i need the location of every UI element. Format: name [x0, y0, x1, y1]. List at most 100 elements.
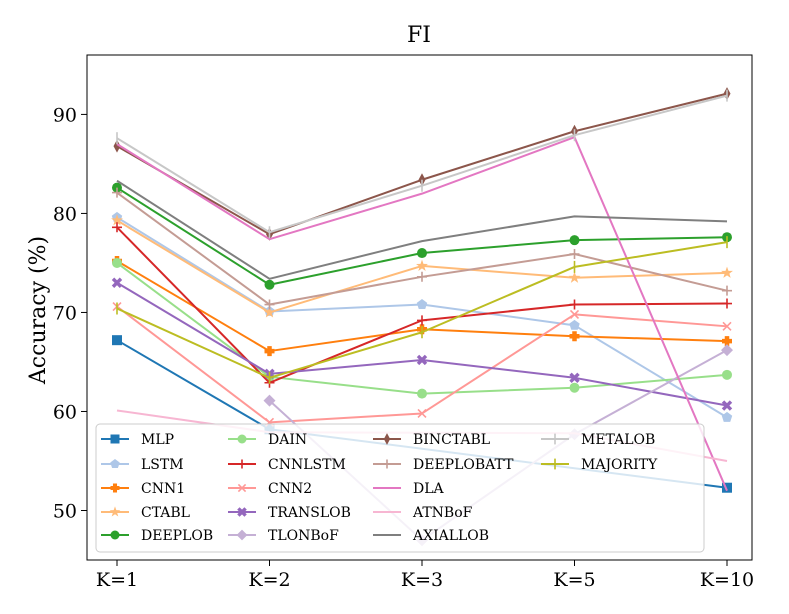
y-tick-label: 70	[53, 302, 77, 324]
legend-item-translob: TRANSLOB	[228, 505, 351, 521]
data-point-deeplob	[417, 248, 427, 259]
legend-label: TLONBoF	[268, 528, 339, 544]
legend-swatch-marker	[110, 459, 120, 469]
data-point-translob	[569, 372, 580, 384]
legend-swatch-marker	[109, 506, 121, 517]
series-deeplob	[112, 182, 732, 290]
data-point-mlp	[722, 482, 732, 493]
data-point-cnnlstm	[569, 299, 580, 310]
legend-swatch-marker	[237, 483, 247, 493]
legend-item-cnn1: CNN1	[101, 481, 185, 497]
legend-swatch-marker	[237, 507, 247, 517]
data-point-dain	[417, 388, 427, 399]
legend-item-ctabl: CTABL	[101, 505, 190, 521]
y-tick-label: 60	[53, 401, 77, 423]
series-ctabl	[111, 214, 733, 318]
legend-label: MAJORITY	[581, 457, 658, 473]
legend-item-binctabl: BINCTABL	[373, 432, 490, 448]
data-point-cnnlstm	[112, 222, 122, 233]
x-tick-label: K=10	[700, 569, 754, 591]
data-point-tlonbof	[721, 344, 733, 357]
legend-swatch-marker	[383, 433, 391, 445]
x-tick-label: K=1	[96, 569, 138, 591]
legend-swatch-marker	[110, 434, 120, 444]
legend-swatch-marker	[237, 459, 247, 469]
legend-item-mlp: MLP	[101, 432, 174, 448]
legend-swatch-marker	[382, 459, 392, 469]
legend-label: DAIN	[268, 432, 307, 448]
data-point-ctabl	[263, 306, 276, 318]
data-point-dain	[569, 382, 580, 393]
legend-item-dla: DLA	[373, 481, 445, 497]
series-deeplobatt	[112, 187, 732, 310]
y-axis-label: Accuracy (%)	[26, 236, 51, 385]
data-point-ctabl	[721, 266, 733, 278]
legend: MLP LSTM CNN1 CTABL DEEPLOB DAIN CNNLSTM CNN2 TR…	[95, 423, 705, 553]
y-tick-label: 50	[53, 500, 77, 522]
data-point-ctabl	[568, 271, 581, 283]
series-lstm	[111, 211, 733, 422]
legend-item-deeplob: DEEPLOB	[101, 528, 213, 544]
legend-label: BINCTABL	[413, 432, 490, 448]
legend-item-metalob: METALOB	[541, 432, 655, 448]
x-tick-label: K=2	[248, 569, 290, 591]
data-point-cnn1	[569, 331, 580, 342]
data-point-lstm	[569, 319, 580, 330]
series-majority	[116, 236, 728, 384]
legend-label: CNNLSTM	[268, 457, 346, 473]
legend-item-tlonbof: TLONBoF	[228, 528, 339, 544]
legend-label: METALOB	[581, 432, 655, 448]
data-point-dain	[722, 369, 732, 380]
legend-item-dain: DAIN	[228, 432, 307, 448]
series-cnnlstm	[112, 222, 732, 388]
data-point-cnn2	[417, 408, 427, 419]
legend-label: ATNBoF	[412, 505, 473, 521]
legend-label: DEEPLOB	[141, 528, 213, 544]
chart-title: FI	[407, 23, 431, 48]
y-tick-label: 90	[53, 104, 77, 126]
legend-label: TRANSLOB	[268, 505, 351, 521]
series-metalob	[116, 89, 728, 239]
data-point-deeplob	[264, 279, 275, 290]
data-point-cnn2	[569, 309, 580, 319]
data-point-translob	[111, 277, 123, 288]
legend-item-deeplobatt: DEEPLOBATT	[373, 457, 514, 473]
x-tick-label: K=5	[553, 569, 595, 591]
data-point-cnnlstm	[722, 298, 732, 309]
series-line-axiallob	[116, 179, 728, 280]
legend-label: DEEPLOBATT	[413, 457, 514, 473]
data-point-lstm	[721, 411, 733, 422]
plot-frame	[86, 54, 753, 561]
x-tick-label: K=3	[401, 569, 443, 591]
data-point-deeplobatt	[722, 285, 732, 296]
legend-label: AXIALLOB	[412, 528, 489, 544]
legend-item-lstm: LSTM	[101, 457, 184, 473]
series-dla	[116, 136, 728, 492]
data-point-deeplob	[569, 235, 580, 246]
legend-item-cnn2: CNN2	[228, 481, 312, 497]
legend-swatch-marker	[110, 530, 120, 540]
data-point-ctabl	[416, 259, 428, 271]
data-point-cnn1	[264, 346, 275, 357]
data-point-deeplobatt	[112, 187, 122, 198]
legend-swatch-marker	[237, 434, 247, 444]
legend-label: DLA	[413, 481, 445, 497]
data-point-cnnlstm	[417, 315, 427, 326]
legend-item-majority: MAJORITY	[541, 457, 658, 473]
data-point-deeplobatt	[569, 249, 580, 260]
data-point-mlp	[112, 335, 122, 346]
data-point-deeplobatt	[417, 271, 427, 282]
data-point-binctabl	[113, 139, 121, 153]
data-point-lstm	[416, 299, 428, 309]
data-point-cnn1	[722, 336, 732, 347]
legend-label: CNN1	[141, 481, 185, 497]
legend-item-atnbof: ATNBoF	[373, 505, 473, 521]
data-point-cnn2	[722, 321, 732, 331]
data-point-ctabl	[111, 214, 123, 226]
series-line-dla	[116, 136, 728, 492]
data-point-translob	[721, 400, 733, 411]
legend-item-cnnlstm: CNNLSTM	[228, 457, 346, 473]
data-point-tlonbof	[263, 394, 276, 407]
axes: 50 60 70 80 90 K=1 K=2 K=3 K=5 K=10	[53, 104, 754, 591]
